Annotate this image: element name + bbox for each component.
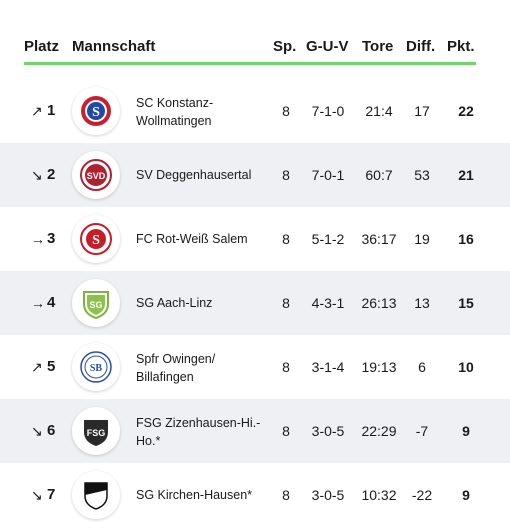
svg-text:S: S xyxy=(92,105,100,120)
header-pkt[interactable]: Pkt. xyxy=(447,38,475,55)
goal-difference: 6 xyxy=(418,359,426,375)
games-played: 8 xyxy=(282,487,290,503)
team-logo[interactable]: S xyxy=(72,215,120,263)
svg-text:FSG: FSG xyxy=(87,428,106,438)
team-name[interactable]: SV Deggenhausertal xyxy=(136,168,252,182)
header-mannschaft[interactable]: Mannschaft xyxy=(72,38,156,55)
wins-draws-losses: 4-3-1 xyxy=(311,295,345,311)
games-played: 8 xyxy=(282,103,290,119)
table-body: ↗ 1 S SC Konstanz-Wollmatingen 8 7-1-0 2… xyxy=(0,79,510,527)
svg-text:S: S xyxy=(92,233,100,248)
table-row[interactable]: ↘ 2 SVD SV Deggenhausertal 8 7-0-1 60:7 … xyxy=(0,143,510,207)
team-name[interactable]: FC Rot-Weiß Salem xyxy=(136,232,248,246)
goal-difference: 17 xyxy=(414,103,430,119)
goals: 36:17 xyxy=(361,231,397,247)
header-diff[interactable]: Diff. xyxy=(406,38,436,55)
rank: 5 xyxy=(47,358,56,375)
team-logo[interactable]: S xyxy=(72,87,120,135)
arrow-down-right-icon: ↘ xyxy=(31,167,43,183)
svg-text:SVD: SVD xyxy=(87,171,106,181)
wins-draws-losses: 7-0-1 xyxy=(311,167,345,183)
games-played: 8 xyxy=(282,231,290,247)
sv-deggenhausertal-crest-icon: SVD xyxy=(80,159,112,191)
rank: 4 xyxy=(47,294,56,311)
wins-draws-losses: 7-1-0 xyxy=(311,103,345,119)
goals: 21:4 xyxy=(365,103,393,119)
sc-konstanz-crest-icon: S xyxy=(81,96,111,126)
arrow-up-right-icon: ↗ xyxy=(31,103,43,119)
games-played: 8 xyxy=(282,423,290,439)
points: 10 xyxy=(458,359,474,375)
arrow-up-right-icon: ↗ xyxy=(31,359,43,375)
wins-draws-losses: 5-1-2 xyxy=(311,231,345,247)
header-divider xyxy=(24,62,476,65)
header-guv[interactable]: G-U-V xyxy=(306,38,349,55)
table-header: Platz Mannschaft Sp. G-U-V Tore Diff. Pk… xyxy=(0,0,510,65)
team-logo[interactable]: FSG xyxy=(72,407,120,455)
table-row[interactable]: ↘ 7 SG Kirchen-Hausen* 8 3-0-5 10:32 -22… xyxy=(0,463,510,527)
goal-difference: -7 xyxy=(415,423,429,439)
fsg-zizenhausen-crest-icon: FSG xyxy=(84,420,108,446)
fc-rot-weiss-salem-crest-icon: S xyxy=(80,223,112,255)
games-played: 8 xyxy=(282,167,290,183)
header-sp[interactable]: Sp. xyxy=(273,38,297,55)
rank: 6 xyxy=(47,422,56,439)
table-row[interactable]: ↗ 1 S SC Konstanz-Wollmatingen 8 7-1-0 2… xyxy=(0,79,510,143)
wins-draws-losses: 3-0-5 xyxy=(311,487,345,503)
points: 21 xyxy=(458,167,474,183)
arrow-down-right-icon: ↘ xyxy=(31,423,43,439)
table-row[interactable]: → 3 S FC Rot-Weiß Salem 8 5-1-2 36:17 19… xyxy=(0,207,510,271)
arrow-right-icon: → xyxy=(31,295,45,311)
goals: 26:13 xyxy=(361,295,397,311)
rank: 1 xyxy=(47,102,56,119)
sg-kirchen-hausen-crest-icon xyxy=(84,482,108,510)
goals: 19:13 xyxy=(361,359,397,375)
arrow-down-right-icon: ↘ xyxy=(31,487,43,503)
table-row[interactable]: ↘ 6 FSG FSG Zizenhausen-Hi.-Ho.* 8 3-0-5… xyxy=(0,399,510,463)
goal-difference: 53 xyxy=(414,167,430,183)
team-name[interactable]: FSG Zizenhausen-Hi.-Ho.* xyxy=(136,416,261,448)
table-row[interactable]: → 4 SG SG Aach-Linz 8 4-3-1 26:13 13 15 xyxy=(0,271,510,335)
goals: 10:32 xyxy=(361,487,397,503)
points: 16 xyxy=(458,231,474,247)
sg-aach-linz-crest-icon: SG xyxy=(83,291,109,320)
team-logo[interactable]: SB xyxy=(72,343,120,391)
svg-text:SB: SB xyxy=(90,363,103,374)
svg-text:SG: SG xyxy=(89,300,102,310)
team-name[interactable]: SC Konstanz-Wollmatingen xyxy=(136,96,214,128)
goal-difference: -22 xyxy=(411,487,433,503)
points: 9 xyxy=(462,487,470,503)
points: 22 xyxy=(458,103,474,119)
team-logo[interactable]: SVD xyxy=(72,151,120,199)
goals: 60:7 xyxy=(365,167,393,183)
league-table: Platz Mannschaft Sp. G-U-V Tore Diff. Pk… xyxy=(0,0,510,519)
points: 9 xyxy=(462,423,470,439)
arrow-right-icon: → xyxy=(31,231,45,247)
games-played: 8 xyxy=(282,359,290,375)
wins-draws-losses: 3-1-4 xyxy=(311,359,345,375)
team-name[interactable]: Spfr Owingen/ Billafingen xyxy=(136,352,216,384)
rank: 3 xyxy=(47,230,56,247)
goals: 22:29 xyxy=(361,423,397,439)
wins-draws-losses: 3-0-5 xyxy=(311,423,345,439)
spfr-owingen-crest-icon: SB xyxy=(80,351,112,383)
rank: 2 xyxy=(47,166,56,183)
team-logo[interactable]: SG xyxy=(72,279,120,327)
table-row[interactable]: ↗ 5 SB Spfr Owingen/ Billafingen 8 3-1-4… xyxy=(0,335,510,399)
team-name[interactable]: SG Kirchen-Hausen* xyxy=(136,488,253,502)
points: 15 xyxy=(458,295,474,311)
rank: 7 xyxy=(47,486,56,503)
goal-difference: 13 xyxy=(414,295,430,311)
team-logo[interactable] xyxy=(72,471,120,519)
games-played: 8 xyxy=(282,295,290,311)
header-platz[interactable]: Platz xyxy=(24,38,60,55)
goal-difference: 19 xyxy=(414,231,430,247)
header-tore[interactable]: Tore xyxy=(362,38,394,55)
team-name[interactable]: SG Aach-Linz xyxy=(136,296,213,310)
